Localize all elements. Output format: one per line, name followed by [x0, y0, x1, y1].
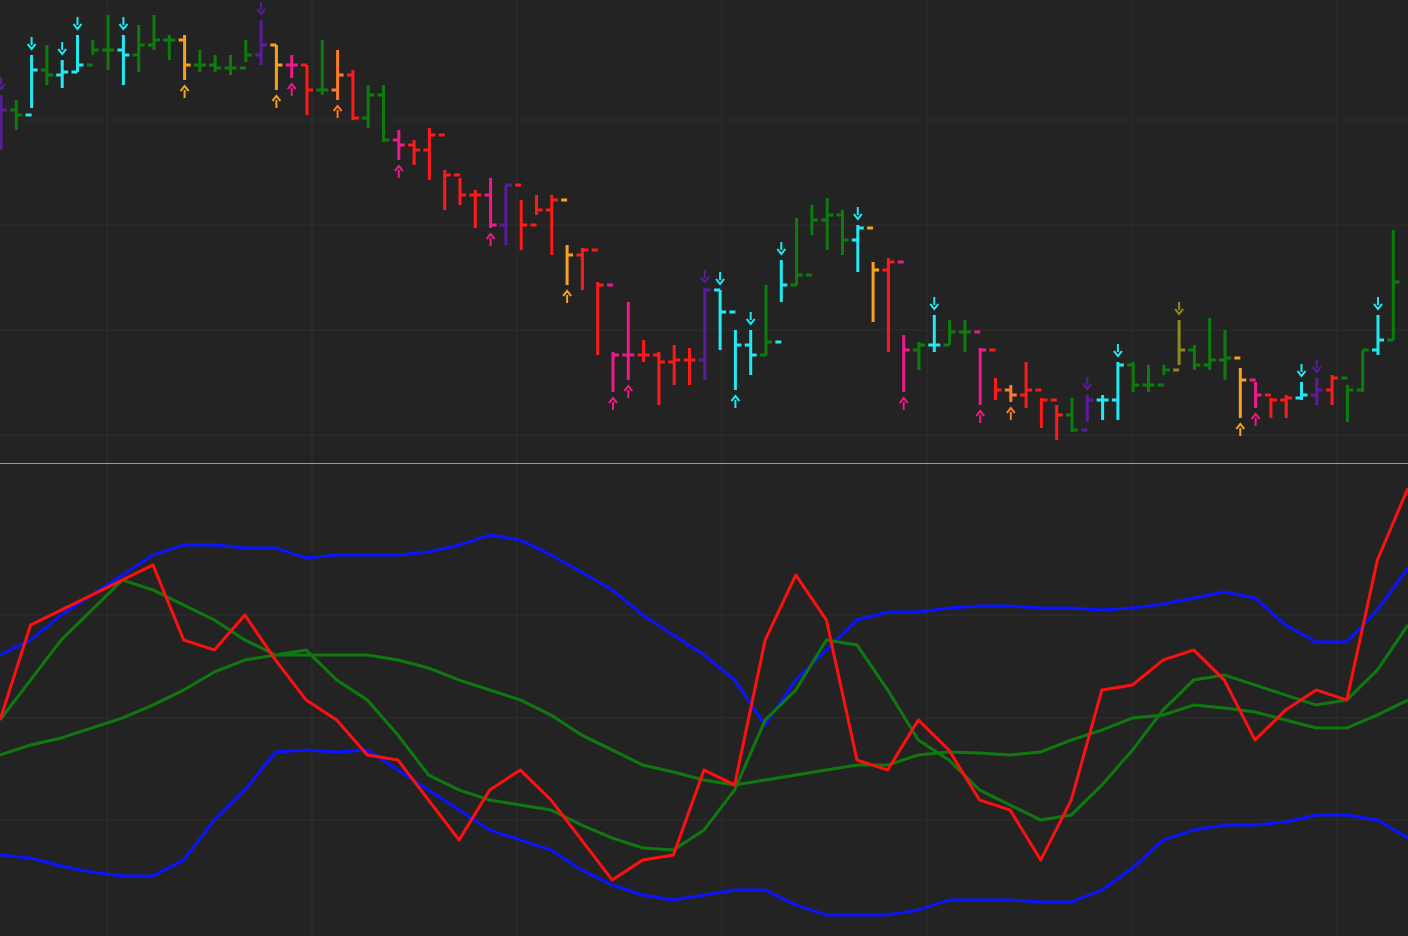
- signal-arrow-down: [776, 242, 787, 256]
- signal-arrow-down: [1174, 302, 1184, 316]
- signal-arrow-up: [332, 104, 343, 118]
- signal-arrow-up: [608, 396, 618, 410]
- signal-arrow-down: [26, 37, 37, 51]
- indicator-line: [0, 487, 1408, 882]
- signal-arrow-down: [715, 272, 725, 286]
- signal-arrow-down: [1296, 364, 1307, 378]
- signal-arrow-up: [562, 289, 572, 303]
- signal-arrow-up: [1006, 406, 1016, 420]
- signal-arrow-down: [72, 17, 83, 31]
- signal-arrow-up: [898, 396, 909, 410]
- signal-arrow-down: [745, 312, 756, 326]
- signal-arrow-up: [975, 409, 985, 423]
- indicator-line: [0, 533, 1408, 727]
- signal-arrow-down: [853, 207, 863, 221]
- indicator-line: [0, 748, 1408, 917]
- indicator-line: [0, 653, 1408, 787]
- signal-arrow-down: [256, 2, 266, 16]
- signal-arrow-down: [1373, 297, 1383, 311]
- signal-arrow-down: [118, 17, 129, 31]
- signal-arrow-up: [394, 164, 404, 178]
- signal-arrow-down: [1312, 360, 1322, 374]
- signal-arrow-down: [1113, 344, 1123, 358]
- signal-arrow-up: [730, 394, 741, 408]
- signal-arrow-down: [57, 42, 67, 56]
- signal-arrow-down: [0, 77, 6, 91]
- signal-arrow-up: [485, 232, 496, 246]
- signal-arrow-up: [1235, 422, 1246, 436]
- signal-arrow-up: [179, 84, 190, 98]
- signal-arrow-down: [700, 270, 710, 284]
- signal-arrow-up: [286, 82, 297, 96]
- signal-arrow-down: [1082, 377, 1093, 391]
- signal-arrow-up: [623, 384, 634, 398]
- indicator-line: [0, 578, 1408, 852]
- signal-arrow-down: [929, 297, 940, 311]
- signal-arrow-up: [1250, 412, 1261, 426]
- signal-arrow-up: [271, 94, 282, 108]
